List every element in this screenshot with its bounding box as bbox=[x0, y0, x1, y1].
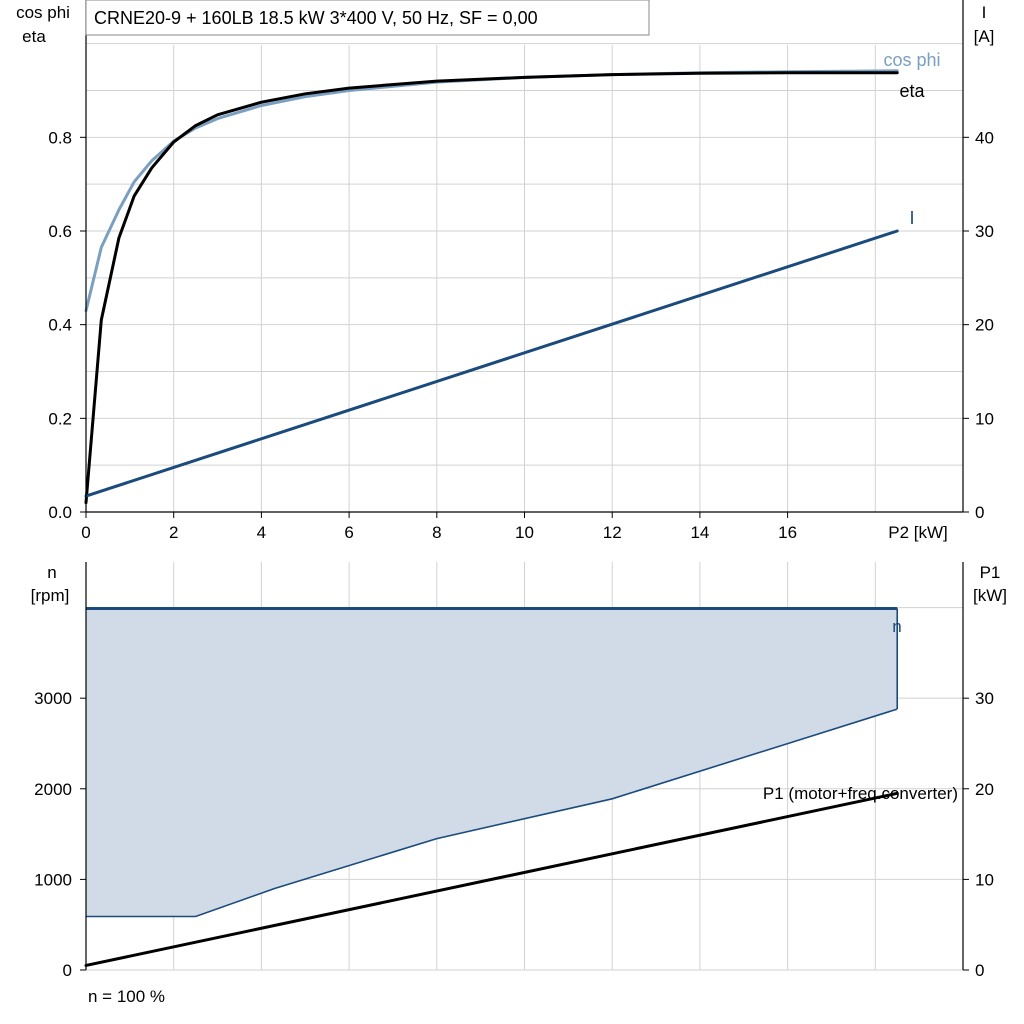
top-right-axis-label-line1: I bbox=[982, 3, 987, 22]
top-right-axis-label-line2: [A] bbox=[974, 27, 995, 46]
bottom-left-tick-label: 3000 bbox=[34, 689, 72, 708]
series-label-eta: eta bbox=[899, 81, 925, 101]
top-x-tick-label: 4 bbox=[257, 523, 266, 542]
bottom-left-axis-label-line1: n bbox=[47, 563, 56, 582]
top-left-axis-label-line2: eta bbox=[22, 27, 46, 46]
chart-title-box bbox=[85, 0, 650, 36]
top-left-tick-label: 0.6 bbox=[48, 222, 72, 241]
top-x-tick-label: 14 bbox=[690, 523, 709, 542]
bottom-right-axis-label-line1: P1 bbox=[980, 563, 1001, 582]
cos-phi-curve bbox=[84, 69, 899, 313]
top-x-tick-label: 0 bbox=[81, 523, 90, 542]
bottom-chart-series bbox=[84, 606, 899, 967]
top-x-tick-label: 8 bbox=[432, 523, 441, 542]
top-x-axis-label: P2 [kW] bbox=[888, 523, 948, 542]
top-right-tick-label: 40 bbox=[975, 128, 994, 147]
top-left-axis-label-line1: cos phi bbox=[16, 3, 70, 22]
top-chart-ticks: 0 2 4 6 8 10 12 14 16 0.0 0.2 0.4 0.6 0.8 0 10 20 30 40 bbox=[48, 128, 994, 542]
top-x-tick-label: 10 bbox=[515, 523, 534, 542]
series-label-cos-phi: cos phi bbox=[883, 50, 940, 70]
top-right-tick-label: 10 bbox=[975, 409, 994, 428]
speed-range-area bbox=[86, 608, 898, 917]
chart-title: CRNE20-9 + 160LB 18.5 kW 3*400 V, 50 Hz,… bbox=[94, 8, 538, 28]
top-right-tick-label: 0 bbox=[975, 503, 984, 522]
bottom-chart-axes bbox=[85, 562, 964, 970]
bottom-right-axis-label-line2: [kW] bbox=[973, 586, 1007, 605]
series-label-current: I bbox=[909, 208, 914, 228]
lower-speed-limit-line bbox=[86, 708, 898, 918]
bottom-left-tick-label: 1000 bbox=[34, 870, 72, 889]
top-left-tick-label: 0.8 bbox=[48, 128, 72, 147]
speed-footer-note: n = 100 % bbox=[88, 987, 165, 1006]
top-x-tick-label: 6 bbox=[344, 523, 353, 542]
top-chart-series bbox=[84, 69, 899, 505]
bottom-right-tick-label: 20 bbox=[975, 780, 994, 799]
bottom-left-tick-label: 2000 bbox=[34, 780, 72, 799]
series-label-p1: P1 (motor+freq.converter) bbox=[763, 784, 958, 803]
p1-line bbox=[84, 791, 899, 967]
bottom-right-tick-label: 0 bbox=[975, 961, 984, 980]
top-left-tick-label: 0.4 bbox=[48, 316, 72, 335]
bottom-left-axis-label-line2: [rpm] bbox=[31, 586, 70, 605]
top-x-tick-label: 12 bbox=[603, 523, 622, 542]
bottom-left-tick-label: 0 bbox=[63, 961, 72, 980]
bottom-right-tick-label: 10 bbox=[975, 870, 994, 889]
top-x-tick-label: 16 bbox=[778, 523, 797, 542]
top-right-tick-label: 20 bbox=[975, 316, 994, 335]
eta-curve bbox=[84, 71, 899, 505]
bottom-right-tick-label: 30 bbox=[975, 689, 994, 708]
top-left-tick-label: 0.0 bbox=[48, 503, 72, 522]
series-label-speed: n bbox=[892, 617, 901, 636]
top-right-tick-label: 30 bbox=[975, 222, 994, 241]
bottom-chart-ticks: 0 1000 2000 3000 0 10 20 30 bbox=[34, 689, 994, 980]
top-left-tick-label: 0.2 bbox=[48, 409, 72, 428]
current-line bbox=[84, 229, 899, 498]
top-x-tick-label: 2 bbox=[169, 523, 178, 542]
